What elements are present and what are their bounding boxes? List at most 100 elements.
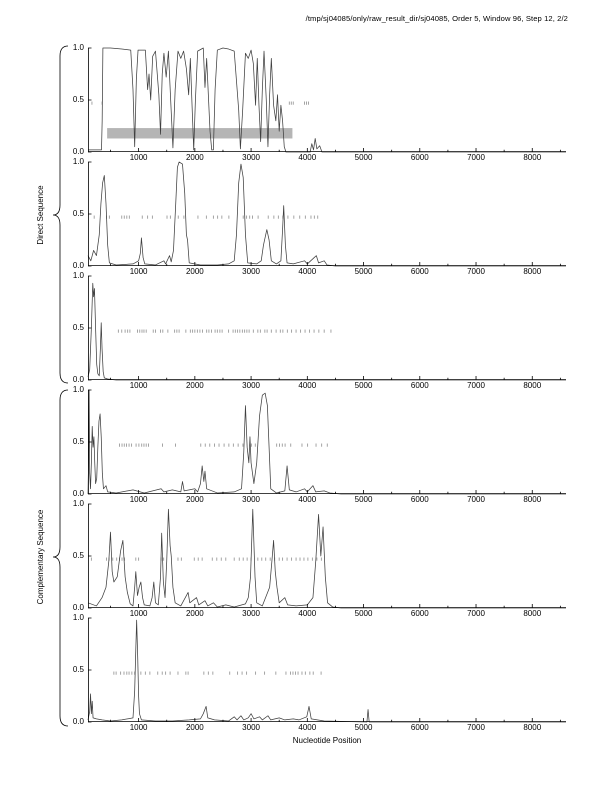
x-tick-label: 8000 [523,723,542,732]
complementary-sequence-brace [52,389,69,727]
codon-markers [91,101,309,105]
y-tick-label: 0.0 [72,603,84,612]
probability-curve [87,282,566,381]
x-tick-label: 8000 [523,381,542,390]
x-tick-label: 2000 [185,495,204,504]
x-tick-label: 5000 [354,609,373,618]
y-tick-label: 1.0 [72,157,84,166]
x-tick-label: 7000 [467,723,485,732]
x-tick-label: 6000 [410,495,429,504]
y-tick-label: 0.0 [72,717,84,726]
y-tick-label: 1.0 [72,385,84,394]
shaded-region [107,128,293,139]
x-tick-label: 5000 [354,267,373,276]
panel-canvas [88,47,566,153]
panel-canvas [87,617,566,723]
codon-markers [119,443,328,447]
x-tick-label: 6000 [410,723,429,732]
y-tick-label: 0.5 [72,209,84,218]
direct-sequence-brace [52,45,69,384]
y-tick-label: 1.0 [72,613,84,622]
x-tick-label: 3000 [242,723,260,732]
x-tick-label: 6000 [410,609,429,618]
y-tick-label: 0.0 [72,261,84,270]
y-tick-label: 1.0 [72,499,84,508]
x-tick-label: 8000 [523,153,542,162]
x-axis-title: Nucleotide Position [292,736,362,745]
x-tick-label: 2000 [185,609,204,618]
probability-curve [87,619,566,723]
x-tick-label: 7000 [467,381,485,390]
x-tick-label: 4000 [298,495,317,504]
x-tick-label: 3000 [242,609,260,618]
y-tick-label: 0.5 [72,551,84,560]
x-tick-label: 1000 [129,381,148,390]
panel-axes [88,161,566,267]
x-tick-label: 4000 [298,381,317,390]
y-tick-label: 1.0 [72,271,84,280]
x-tick-label: 1000 [129,495,148,504]
probability-curve [87,389,566,495]
x-tick-label: 5000 [354,381,373,390]
plot-panel-complementary-frame-3: 1.0 0.5 0.0 1000 2000 3000 4000 5000 6000 7000 800… [73,613,566,732]
x-tick-label: 2000 [185,267,204,276]
x-tick-label: 5000 [354,723,373,732]
y-tick-label: 0.5 [72,323,84,332]
x-tick-label: 8000 [523,495,542,504]
codon-markers [117,329,332,333]
x-tick-label: 8000 [523,267,542,276]
codon-markers [113,671,322,675]
plot-panel-direct-frame-2: 1.0 0.5 0.0 1000 2000 3000 4000 5000 6000 7000 800… [73,157,566,276]
x-tick-label: 2000 [185,153,204,162]
y-tick-label: 0.0 [72,147,84,156]
x-tick-label: 1000 [129,723,148,732]
x-tick-label: 7000 [467,267,485,276]
x-tick-label: 7000 [467,153,485,162]
codon-markers [93,215,319,219]
x-tick-label: 1000 [129,267,148,276]
panel-axes [88,389,566,495]
panel-canvas [87,503,566,609]
y-tick-label: 0.5 [72,665,84,674]
x-tick-label: 3000 [242,153,260,162]
x-tick-label: 1000 [129,609,148,618]
panel-canvas [87,275,566,381]
x-tick-label: 4000 [298,153,317,162]
x-tick-label: 5000 [354,495,373,504]
y-tick-label: 0.0 [72,375,84,384]
x-tick-label: 6000 [410,267,429,276]
y-tick-label: 0.5 [72,95,84,104]
x-tick-label: 2000 [185,723,204,732]
panel-canvas [87,389,566,495]
y-tick-label: 0.0 [72,489,84,498]
plot-panel-complementary-frame-2: 1.0 0.5 0.0 1000 2000 3000 4000 5000 6000 7000 800… [73,499,566,618]
x-tick-label: 7000 [467,609,485,618]
x-tick-label: 2000 [185,381,204,390]
x-tick-label: 8000 [523,609,542,618]
y-tick-label: 1.0 [72,43,84,52]
plot-panel-complementary-frame-1: 1.0 0.5 0.0 1000 2000 3000 4000 5000 6000 7000 800… [73,385,566,504]
probability-curve [88,47,566,153]
x-tick-label: 7000 [467,495,485,504]
codon-markers [90,557,322,561]
x-tick-label: 4000 [298,609,317,618]
plot-title: /tmp/sj04085/only/raw_result_dir/sj04085… [305,14,568,23]
x-tick-label: 4000 [298,267,317,276]
panel-axes [88,47,566,153]
probability-curve [87,161,566,267]
plot-panel-direct-frame-3: 1.0 0.5 0.0 1000 2000 3000 4000 5000 6000 7000 800… [73,271,566,390]
x-tick-label: 3000 [242,495,260,504]
x-tick-label: 6000 [410,381,429,390]
x-tick-label: 6000 [410,153,429,162]
plot-panel-direct-frame-1: 1.0 0.5 0.0 1000 2000 3000 4000 5000 6000 7000 800… [73,43,566,162]
x-tick-label: 1000 [129,153,148,162]
panel-canvas [87,161,566,267]
panel-axes [88,503,566,609]
x-tick-label: 3000 [242,267,260,276]
x-tick-label: 3000 [242,381,260,390]
panel-axes [88,275,566,381]
panel-axes [88,617,566,723]
x-tick-label: 4000 [298,723,317,732]
